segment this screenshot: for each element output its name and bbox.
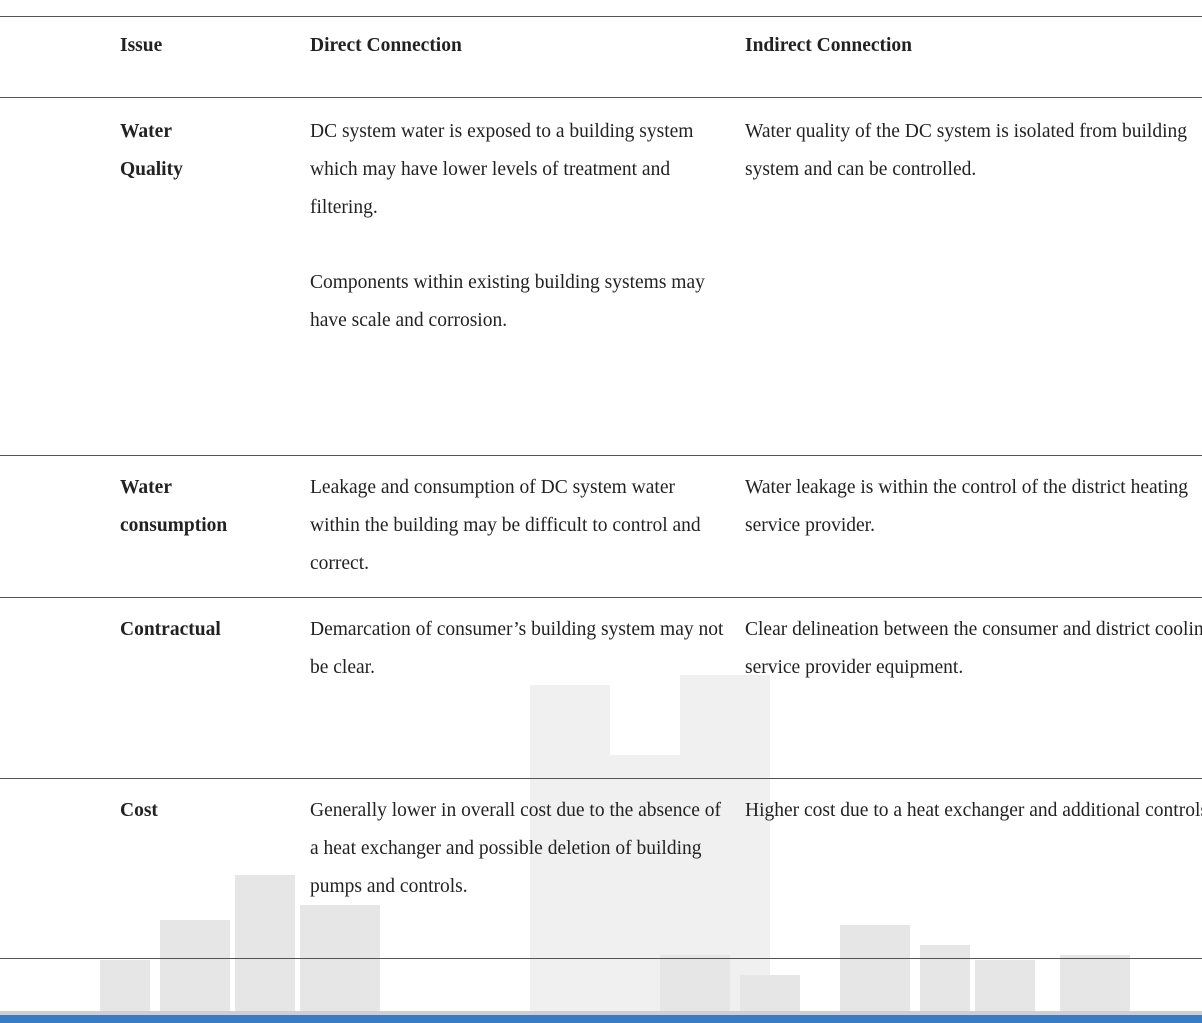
- issue-text: consumption: [120, 515, 228, 536]
- paragraph: Clear delineation between the consumer a…: [745, 619, 1202, 678]
- indirect-cell: Water leakage is within the control of t…: [745, 469, 1202, 545]
- indirect-cell: Water quality of the DC system is isolat…: [745, 113, 1202, 189]
- issue-text: Water: [120, 477, 172, 498]
- issue-text: Contractual: [120, 619, 221, 640]
- paragraph: Water leakage is within the control of t…: [745, 477, 1188, 536]
- issue-text: Water: [120, 121, 172, 142]
- issue-text: Cost: [120, 800, 158, 821]
- direct-cell: Leakage and consumption of DC system wat…: [310, 469, 725, 583]
- paragraph: Higher cost due to a heat exchanger and …: [745, 800, 1202, 821]
- footer-bar: [0, 1015, 1202, 1023]
- paragraph: Components within existing building syst…: [310, 272, 705, 331]
- paragraph: Leakage and consumption of DC system wat…: [310, 477, 701, 574]
- row-rule: [0, 455, 1202, 456]
- row-rule: [0, 597, 1202, 598]
- row-rule: [0, 778, 1202, 779]
- issue-cell: Water Quality: [120, 113, 300, 189]
- issue-text: Quality: [120, 159, 183, 180]
- direct-cell: Demarcation of consumer’s building syste…: [310, 611, 725, 687]
- issue-cell: Cost: [120, 792, 300, 830]
- indirect-cell: Clear delineation between the consumer a…: [745, 611, 1202, 687]
- direct-cell: Generally lower in overall cost due to t…: [310, 792, 725, 906]
- row-rule: [0, 97, 1202, 98]
- direct-cell: DC system water is exposed to a building…: [310, 113, 725, 340]
- row-rule: [0, 16, 1202, 17]
- paragraph: Generally lower in overall cost due to t…: [310, 800, 721, 897]
- header-cell: Indirect Connection: [745, 35, 913, 56]
- header-cell: Direct Connection: [310, 35, 462, 56]
- paragraph: Water quality of the DC system is isolat…: [745, 121, 1187, 180]
- paragraph: Demarcation of consumer’s building syste…: [310, 619, 724, 678]
- row-rule: [0, 958, 1202, 959]
- paragraph: DC system water is exposed to a building…: [310, 121, 694, 218]
- header-cell: Issue: [120, 35, 163, 56]
- indirect-cell: Higher cost due to a heat exchanger and …: [745, 792, 1202, 830]
- issue-cell: Contractual: [120, 611, 300, 649]
- issue-cell: Water consumption: [120, 469, 300, 545]
